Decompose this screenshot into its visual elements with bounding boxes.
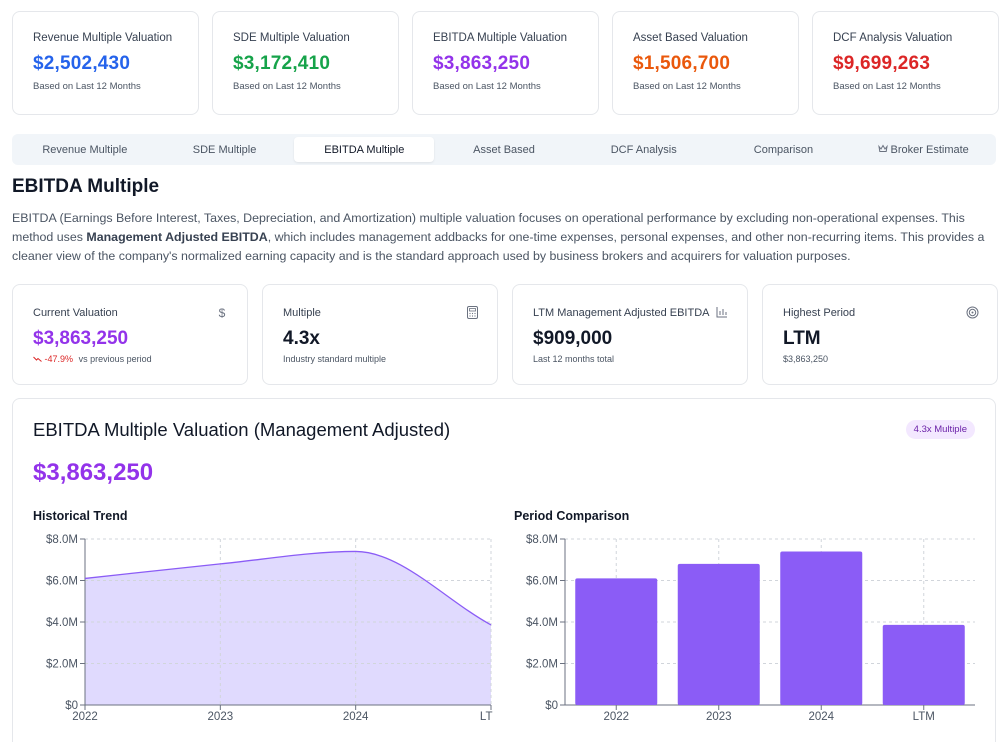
bar-2024 (780, 551, 863, 705)
valuation-card: EBITDA Multiple Valuation (Management Ad… (12, 398, 996, 742)
x-tick-label: LTM (480, 711, 493, 723)
bar-2023 (677, 563, 760, 705)
tab-sde-multiple[interactable]: SDE Multiple (155, 137, 295, 162)
x-tick-label: 2023 (706, 711, 732, 723)
section-title: EBITDA Multiple (12, 176, 160, 197)
tab-label: Revenue Multiple (42, 143, 128, 156)
y-tick-label: $6.0M (46, 576, 78, 588)
y-tick-label: $8.0M (526, 534, 558, 546)
metric-label: Multiple (283, 307, 321, 319)
summary-card-value: $3,863,250 (433, 53, 531, 74)
summary-card-sub: Based on Last 12 Months (633, 81, 741, 92)
summary-card-ebitda: EBITDA Multiple Valuation $3,863,250 Bas… (412, 11, 599, 115)
metric-label: Current Valuation (33, 307, 118, 319)
x-tick-label: 2024 (808, 711, 834, 723)
metric-sub: Last 12 months total (533, 354, 615, 364)
summary-card-label: Revenue Multiple Valuation (33, 32, 173, 44)
metric-value: $909,000 (533, 328, 613, 349)
summary-card-label: EBITDA Multiple Valuation (433, 32, 568, 44)
period-comparison-chart: $0 $2.0M $4.0M $6.0M $8.0M 2022 2023 2024 LTM (526, 534, 975, 723)
summary-card-value: $3,172,410 (233, 53, 331, 74)
y-tick-label: $0 (65, 700, 78, 712)
target-icon (965, 306, 979, 320)
metric-current-valuation: Current Valuation $ $3,863,250 -47.9% vs… (12, 284, 248, 385)
x-tick-label: LTM (913, 711, 935, 723)
tab-label: SDE Multiple (192, 143, 257, 156)
summary-card-revenue: Revenue Multiple Valuation $2,502,430 Ba… (12, 11, 199, 115)
summary-card-sub: Based on Last 12 Months (833, 81, 941, 92)
y-tick-label: $8.0M (46, 534, 78, 546)
metric-change: -47.9% vs previous period (33, 354, 227, 364)
x-tick-label: 2022 (72, 711, 98, 723)
tab-comparison[interactable]: Comparison (714, 137, 854, 162)
x-tick-label: 2022 (603, 711, 629, 723)
change-suffix: vs previous period (78, 354, 152, 364)
tab-ebitda-multiple[interactable]: EBITDA Multiple (294, 137, 435, 162)
metric-label: Highest Period (783, 307, 856, 319)
summary-card-asset: Asset Based Valuation $1,506,700 Based o… (612, 11, 799, 115)
y-tick-label: $4.0M (526, 617, 558, 629)
trend-down-icon (33, 354, 45, 364)
metric-highest-period: Highest Period LTM $3,863,250 (762, 284, 998, 385)
description-bold: Management Adjusted EBITDA (86, 230, 268, 245)
summary-card-label: Asset Based Valuation (633, 32, 748, 44)
historical-trend-chart: $0 $2.0M $4.0M $6.0M $8.0M 2022 2023 2024 LTM (46, 534, 493, 723)
metric-cards: Current Valuation $ $3,863,250 -47.9% vs… (12, 284, 998, 385)
area-line (84, 550, 492, 626)
bar-2022 (575, 578, 658, 705)
summary-card-value: $2,502,430 (33, 53, 131, 74)
metric-label: LTM Management Adjusted EBITDA (533, 307, 710, 319)
description-text: , which includes management addbacks for… (12, 230, 985, 264)
tab-label: Asset Based (473, 143, 535, 156)
summary-card-label: SDE Multiple Valuation (233, 32, 350, 44)
summary-card-sde: SDE Multiple Valuation $3,172,410 Based … (212, 11, 399, 115)
tab-asset-based[interactable]: Asset Based (434, 137, 574, 162)
summary-card-value: $9,699,263 (833, 53, 931, 74)
x-tick-label: 2024 (343, 711, 369, 723)
summary-card-sub: Based on Last 12 Months (33, 81, 141, 92)
y-tick-label: $2.0M (46, 659, 78, 671)
valuation-title: EBITDA Multiple Valuation (Management Ad… (33, 419, 451, 440)
summary-card-sub: Based on Last 12 Months (233, 81, 341, 92)
tab-label: DCF Analysis (610, 143, 677, 156)
metric-value: LTM (783, 328, 821, 349)
tab-broker-estimate[interactable]: Broker Estimate (853, 137, 993, 162)
valuation-value: $3,863,250 (33, 459, 154, 486)
metric-multiple: Multiple 4.3x Industry standard multiple (262, 284, 498, 385)
chart-title-period: Period Comparison (514, 509, 630, 523)
section-description: EBITDA (Earnings Before Interest, Taxes,… (12, 209, 998, 267)
metric-value: $3,863,250 (33, 328, 129, 349)
summary-card-value: $1,506,700 (633, 53, 731, 74)
x-tick-label: 2023 (208, 711, 234, 723)
dollar-icon: $ (218, 306, 226, 320)
metric-ltm-ebitda: LTM Management Adjusted EBITDA $909,000 … (512, 284, 748, 385)
multiple-badge: 4.3x Multiple (905, 420, 975, 439)
summary-cards: Revenue Multiple Valuation $2,502,430 Ba… (12, 11, 999, 115)
metric-sub: Industry standard multiple (283, 354, 387, 364)
y-tick-label: $4.0M (46, 617, 78, 629)
y-tick-label: $0 (545, 700, 558, 712)
calculator-icon (465, 306, 479, 320)
area-fill (85, 551, 491, 705)
y-tick-label: $6.0M (526, 576, 558, 588)
change-value: -47.9% (44, 354, 74, 364)
metric-sub: $3,863,250 (783, 354, 829, 364)
tab-label: Broker Estimate (890, 143, 969, 156)
crown-icon (877, 143, 888, 156)
description-text: EBITDA (Earnings Before Interest, Taxes,… (12, 211, 965, 245)
summary-card-dcf: DCF Analysis Valuation $9,699,263 Based … (812, 11, 999, 115)
chart-title-historical: Historical Trend (33, 509, 128, 523)
tab-revenue-multiple[interactable]: Revenue Multiple (15, 137, 155, 162)
metric-value: 4.3x (283, 328, 320, 349)
bar-chart-icon (715, 306, 729, 320)
tab-label: EBITDA Multiple (324, 143, 405, 156)
summary-card-sub: Based on Last 12 Months (433, 81, 541, 92)
bar-ltm (882, 624, 965, 705)
valuation-tabs: Revenue Multiple SDE Multiple EBITDA Mul… (12, 134, 996, 165)
tab-dcf-analysis[interactable]: DCF Analysis (574, 137, 714, 162)
y-tick-label: $2.0M (526, 659, 558, 671)
tab-label: Comparison (753, 143, 814, 156)
summary-card-label: DCF Analysis Valuation (833, 32, 953, 44)
